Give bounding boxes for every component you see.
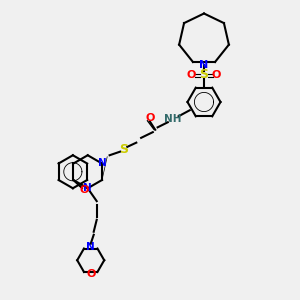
Text: N: N — [200, 59, 208, 70]
Text: S: S — [119, 143, 128, 156]
Text: NH: NH — [164, 114, 182, 124]
Text: S: S — [200, 68, 208, 82]
Text: N: N — [86, 242, 95, 252]
Text: N: N — [98, 158, 106, 169]
Text: O: O — [79, 185, 88, 195]
Text: O: O — [86, 269, 95, 279]
Text: O: O — [187, 70, 196, 80]
Text: O: O — [145, 113, 154, 123]
Text: N: N — [83, 183, 92, 193]
Text: O: O — [212, 70, 221, 80]
